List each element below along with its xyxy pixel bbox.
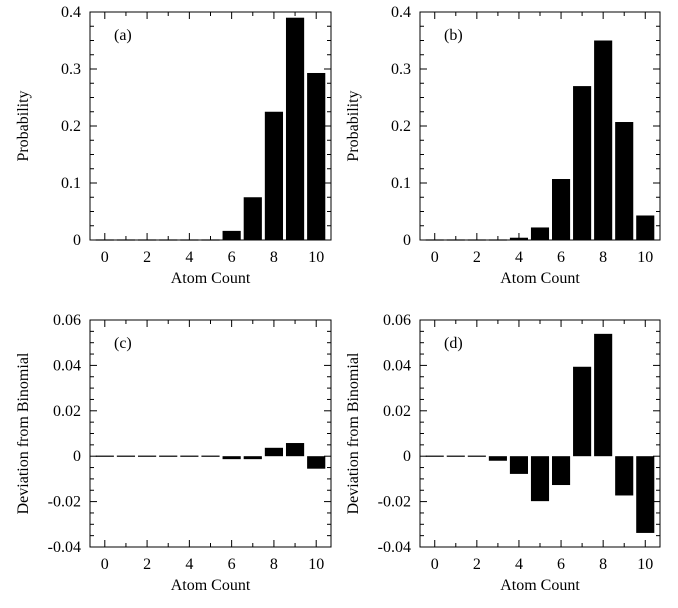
bar-b-9 [615,122,634,240]
x-tick-label: 4 [185,249,193,266]
y-axis-title: Deviation from Binomial [345,352,362,514]
x-tick-label: 4 [185,556,193,573]
bar-d-3 [488,456,507,461]
bar-d-7 [573,366,592,457]
bar-c-4 [180,455,199,457]
plot-frame [419,319,661,548]
x-tick-label: 0 [431,249,439,266]
x-tick-label: 0 [101,556,109,573]
panel-a: 0 2 4 6 8 10 0 0.1 0.2 0.3 0.4 (a) Atom Count Probabi… [15,4,332,287]
y-tick-label: 0 [73,232,81,249]
y-axis-title: Probability [345,90,362,161]
bar-b-5 [530,227,550,240]
x-tick-label: 2 [143,556,151,573]
x-tick-label: 6 [557,556,565,573]
x-tick-label: 8 [599,556,607,573]
y-tick-label: 0.4 [61,4,81,21]
x-tick-label: 6 [228,556,236,573]
bar-c-0 [95,455,114,457]
bar-d-6 [552,456,571,486]
bar-c-3 [159,455,178,457]
plot-frame [89,319,332,548]
y-tick-label: 0 [403,232,411,249]
y-tick-label: 0.04 [53,357,81,374]
bar-a-7 [243,197,262,240]
y-tick-label: 0.04 [383,357,411,374]
x-tick-label: 10 [308,556,324,573]
y-tick-label: 0.1 [61,175,81,192]
y-tick-label: 0.06 [383,312,411,329]
y-tick-label: 0.02 [383,403,411,420]
bar-d-1 [446,455,465,457]
x-tick-label: 6 [557,249,565,266]
x-tick-label: 2 [473,556,481,573]
y-axis-title: Probability [15,90,32,161]
panel-label: (d) [444,335,463,352]
panel-label: (a) [114,27,132,44]
bar-d-2 [467,455,486,457]
bar-b-10 [636,215,655,240]
y-tick-label: 0.06 [53,312,81,329]
y-tick-label: -0.04 [378,539,411,556]
bar-d-5 [530,456,550,502]
bar-b-6 [552,179,571,240]
bar-a-10 [307,72,326,241]
bar-d-4 [509,456,528,474]
bar-d-9 [615,456,634,496]
bar-d-0 [425,455,444,457]
x-tick-label: 0 [431,556,439,573]
y-tick-label: 0.4 [391,4,411,21]
bar-d-8 [594,333,613,457]
bar-d-10 [636,456,655,533]
y-tick-label: -0.02 [378,494,411,511]
x-tick-label: 2 [473,249,481,266]
bar-c-5 [201,455,220,457]
y-tick-label: 0 [403,448,411,465]
y-tick-label: 0.2 [61,118,81,135]
bar-c-10 [307,456,326,469]
bar-c-7 [243,456,262,460]
y-tick-label: 0.3 [61,61,81,78]
panel-b: 0 2 4 6 8 10 0 0.1 0.2 0.3 0.4 (b) Atom Count Probabi… [345,4,661,287]
x-axis-title: Atom Count [500,577,580,594]
x-axis-title: Atom Count [171,577,251,594]
x-tick-label: 4 [515,249,523,266]
bar-a-8 [264,111,284,240]
x-axis-title: Atom Count [500,270,580,287]
y-tick-label: -0.04 [48,539,81,556]
x-tick-label: 10 [308,249,324,266]
x-tick-label: 2 [143,249,151,266]
y-tick-label: 0.02 [53,403,81,420]
y-tick-label: 0 [73,448,81,465]
bar-c-2 [137,455,157,457]
x-tick-label: 10 [637,249,653,266]
bar-c-9 [285,443,305,457]
bar-c-6 [222,456,241,460]
bar-b-8 [594,40,613,240]
bar-b-7 [573,86,592,240]
x-tick-label: 8 [270,249,278,266]
y-tick-label: 0.1 [391,175,411,192]
panel-c: 0 2 4 6 8 10 -0.04 -0.02 0 0.02 0.04 0.06 (c) Atom Co… [15,312,332,594]
bar-c-1 [116,455,136,457]
panel-d: 0 2 4 6 8 10 -0.04 -0.02 0 0.02 0.04 0.06 (d) Atom Co… [345,312,661,594]
x-tick-label: 6 [228,249,236,266]
bar-a-9 [285,17,305,241]
x-tick-label: 10 [637,556,653,573]
x-tick-label: 0 [101,249,109,266]
x-tick-label: 4 [515,556,523,573]
y-tick-label: 0.2 [391,118,411,135]
bar-c-8 [264,447,284,457]
panel-label: (c) [114,335,132,352]
x-tick-label: 8 [270,556,278,573]
panel-label: (b) [444,27,463,44]
y-axis-title: Deviation from Binomial [15,352,32,514]
x-tick-label: 8 [599,249,607,266]
x-axis-title: Atom Count [171,270,251,287]
y-tick-label: -0.02 [48,494,81,511]
y-tick-label: 0.3 [391,61,411,78]
